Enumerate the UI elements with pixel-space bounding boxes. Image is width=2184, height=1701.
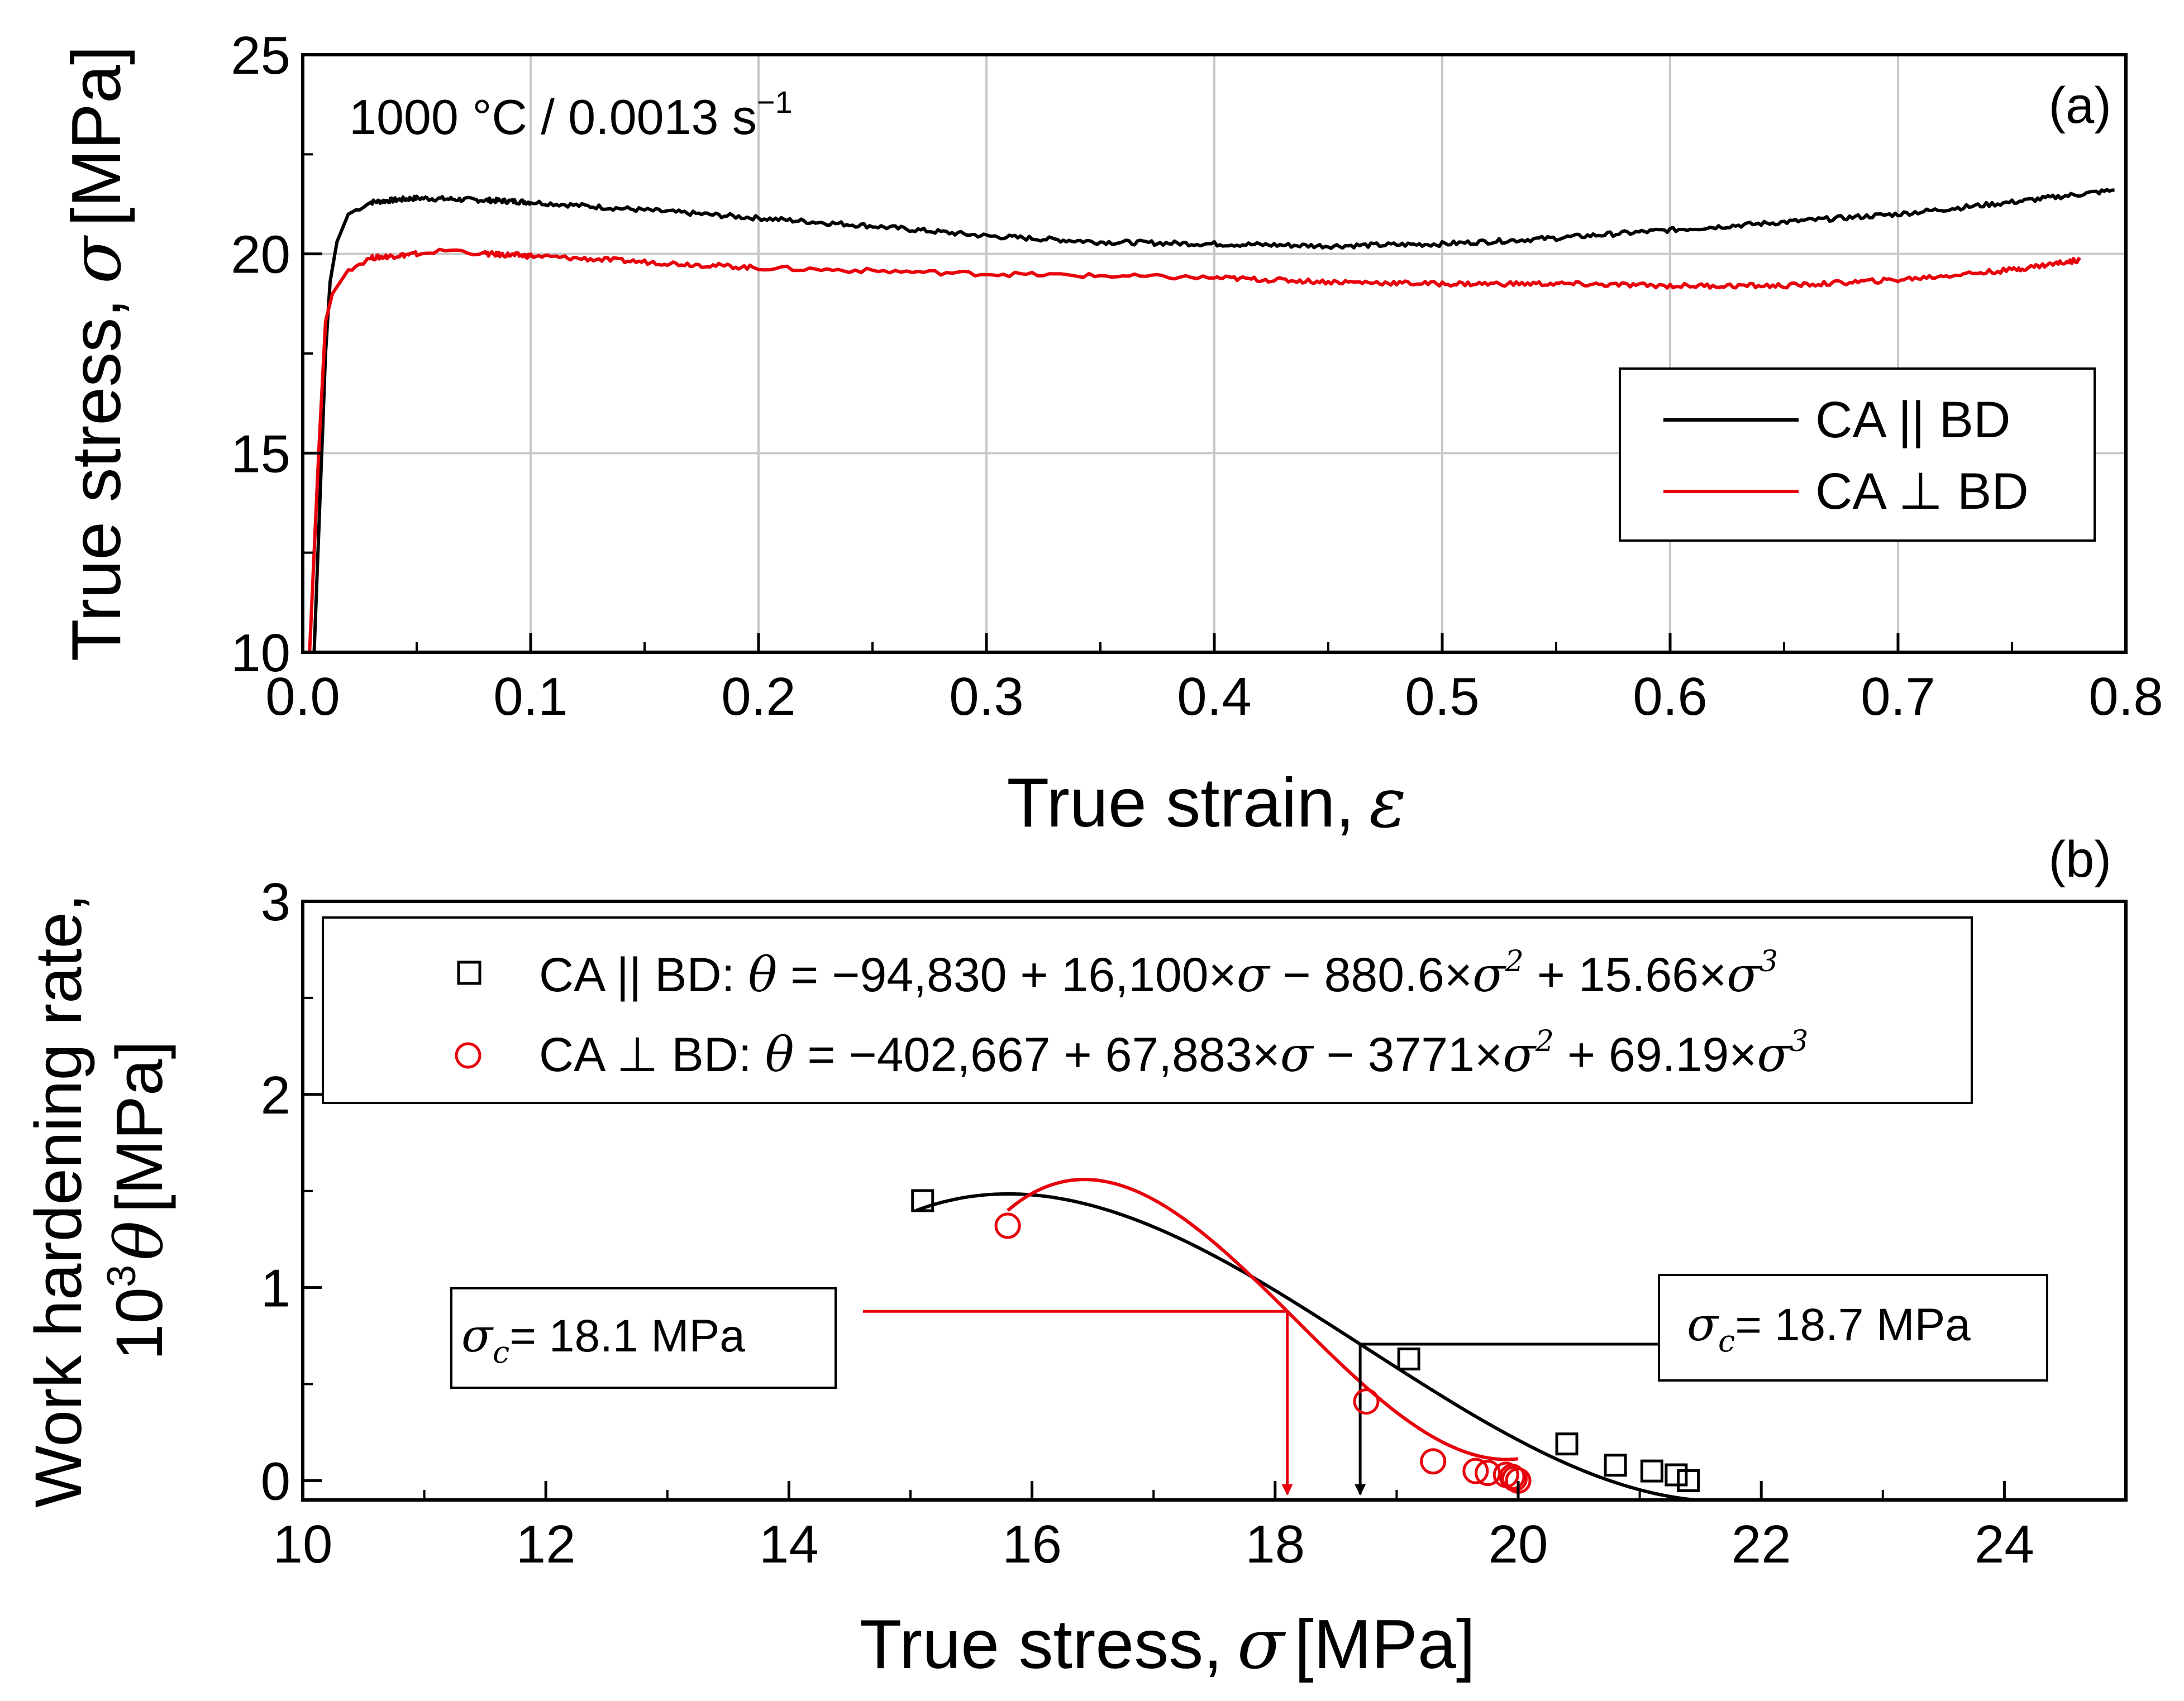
panel-b-xlabel: True stress, σ [MPa] [860,1604,1476,1685]
panel-a-xtick-label: 0.0 [265,667,340,727]
data-point-perpendicular [1499,1464,1525,1490]
legend-equation-perp: CA ⊥ BD: θ = −402,667 + 67,883×σ − 3771×… [539,1025,1808,1083]
panel-b-ytick-label: 1 [261,1259,290,1318]
panel-a-xtick-label: 0.1 [493,667,568,727]
panel-b-xtick-label: 14 [759,1514,819,1574]
panel-a-ticks: 0.0 0.1 0.2 0.3 0.4 0.5 0.6 0.7 0.8 10 15 20 25 [231,26,2163,727]
panel-a-xtick-label: 0.2 [721,667,795,727]
data-point-perpendicular [1475,1460,1501,1487]
series-line-perpendicular [308,247,2081,653]
panel-a-ytick-label: 25 [231,26,290,85]
panel-b-xtick-label: 10 [273,1514,333,1574]
panel-a-ytick-label: 15 [231,424,290,484]
panel-a-series [308,188,2115,653]
legend-label-parallel: CA || BD [1815,391,2010,448]
data-point-parallel [1397,1348,1420,1371]
legend-equation-parallel: CA || BD: θ = −94,830 + 16,100×σ − 880.6… [539,945,1778,1003]
critical-stress-black-box [1658,1274,2048,1382]
critical-stress-red-text: σc= 18.1 MPa [461,1310,745,1370]
panel-b-xtick-label: 22 [1732,1514,1791,1574]
fit-curve-perpendicular [1007,1178,1519,1461]
critical-stress-red-box [450,1287,837,1389]
panel-b-ytick-label: 0 [261,1451,290,1511]
data-point-parallel [911,1189,934,1212]
panel-a-ylabel: True stress,σ[MPa] [56,46,137,662]
data-point-perpendicular [1420,1448,1447,1475]
panel-a-xtick-label: 0.6 [1633,667,1707,727]
panel-a-xlabel: True strain, ε [1007,763,1406,843]
panel-a-xtick-label: 0.3 [949,667,1023,727]
panel-b-ylabel-line1: Work hardening rate, [22,893,96,1508]
panel-a-legend-box [1619,367,2096,542]
panel-b-legend-box [322,916,1973,1104]
panel-a-ytick-label: 10 [231,623,290,683]
critical-stress-red-callout: σc= 18.1 MPa [450,1287,837,1389]
legend-marker-circle [455,1042,481,1069]
panel-b-label: (b) [2049,831,2111,888]
panel-a-condition: 1000 °C / 0.0013 s−1 [349,84,793,145]
panel-b-xtick-label: 24 [1975,1514,2034,1574]
panel-b-fit-curves [915,1178,1695,1502]
data-point-parallel [1677,1469,1700,1492]
critical-stress-black-callout: σc= 18.7 MPa [1658,1274,2048,1382]
panel-b-xtick-label: 20 [1489,1514,1548,1574]
panel-b-xtick-label: 18 [1245,1514,1305,1574]
panel-a-xtick-label: 0.4 [1177,667,1251,727]
data-point-perpendicular [1462,1458,1489,1484]
panel-a-legend: CA || BD CA ⊥ BD [1619,367,2096,542]
data-point-perpendicular [1353,1388,1380,1415]
panel-a: 0.0 0.1 0.2 0.3 0.4 0.5 0.6 0.7 0.8 10 15 20 25 1000… [56,26,2163,843]
panel-a-ytick-label: 20 [231,225,290,285]
data-point-parallel [1555,1432,1579,1456]
panel-a-xtick-label: 0.5 [1405,667,1479,727]
panel-a-label: (a) [2049,77,2111,134]
legend-label-perp: CA ⊥ BD [1815,463,2029,520]
panel-b-legend: CA || BD: θ = −94,830 + 16,100×σ − 880.6… [322,916,1973,1104]
panel-b-ylabel-line2: 103θ[MPa] [99,1041,178,1361]
data-point-parallel [1640,1459,1663,1483]
panel-b-ytick-label: 2 [261,1065,290,1125]
legend-marker-square [457,961,481,985]
panel-b-ytick-label: 3 [261,872,290,932]
panel-a-xtick-label: 0.8 [2088,667,2163,727]
data-point-parallel [1665,1463,1688,1487]
fit-curve-parallel [915,1192,1695,1502]
panel-b-xtick-label: 12 [516,1514,576,1574]
panel-a-xtick-label: 0.7 [1861,667,1935,727]
series-line-parallel [312,188,2115,653]
panel-b-data-points [911,1189,1700,1494]
critical-stress-black-text: σc= 18.7 MPa [1687,1298,1971,1359]
data-point-perpendicular [994,1212,1021,1239]
data-point-parallel [1604,1454,1627,1477]
panel-b-xtick-label: 16 [1002,1514,1062,1574]
panel-b-frame [301,900,2128,1502]
